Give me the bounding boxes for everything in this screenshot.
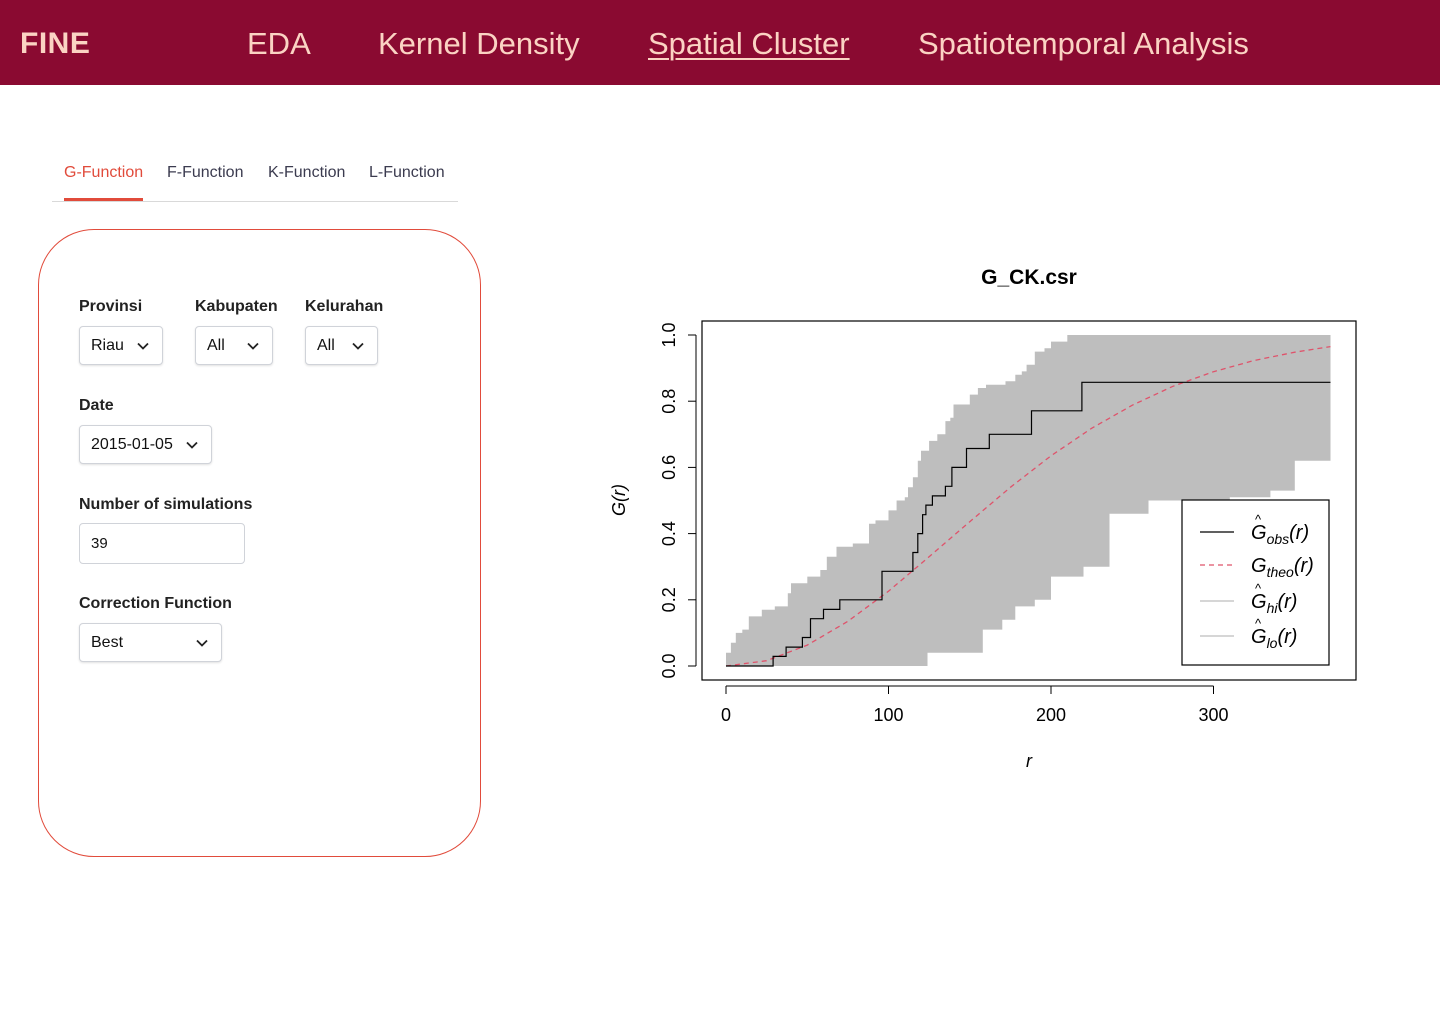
chevron-down-icon [137, 342, 149, 350]
simulations-input[interactable]: 39 [79, 523, 245, 564]
legend-label: Glo(r) [1251, 626, 1297, 651]
legend-label: Ghi(r) [1251, 591, 1297, 616]
provinsi-value: Riau [91, 337, 124, 354]
brand-logo[interactable]: FINE [20, 27, 91, 60]
legend-label: Gtheo(r) [1251, 555, 1314, 580]
simulations-label: Number of simulations [79, 496, 253, 513]
x-tick-label: 200 [1036, 705, 1066, 725]
nav-kernel-density[interactable]: Kernel Density [378, 26, 580, 61]
correction-value: Best [91, 634, 124, 651]
x-axis-label: r [1026, 751, 1033, 771]
function-tabs: G-Function F-Function K-Function L-Funct… [52, 152, 458, 202]
date-value: 2015-01-05 [91, 436, 173, 453]
correction-label: Correction Function [79, 595, 232, 612]
chart-legend [1181, 499, 1330, 666]
provinsi-label: Provinsi [79, 298, 143, 315]
tab-k-function[interactable]: K-Function [268, 164, 346, 181]
x-tick-label: 0 [721, 705, 731, 725]
chart-title: G_CK.csr [981, 266, 1077, 289]
kelurahan-value: All [317, 337, 335, 354]
nav-spatiotemporal-analysis[interactable]: Spatiotemporal Analysis [918, 26, 1249, 61]
chevron-down-icon [247, 342, 259, 350]
provinsi-select[interactable]: Riau [79, 326, 163, 365]
y-tick-label: 1.0 [659, 322, 679, 347]
legend-hat: ^ [1255, 512, 1262, 527]
date-select[interactable]: 2015-01-05 [79, 425, 212, 464]
nav-spatial-cluster[interactable]: Spatial Cluster [648, 26, 850, 61]
control-panel: Provinsi Riau Kabupaten All Kelurahan Al… [38, 229, 481, 857]
chevron-down-icon [352, 342, 364, 350]
y-tick-label: 0.0 [659, 653, 679, 678]
x-tick-label: 100 [873, 705, 903, 725]
kabupaten-select[interactable]: All [195, 326, 273, 365]
active-tab-indicator [64, 198, 143, 201]
series-line-gtheo [725, 345, 1331, 667]
y-axis-label: G(r) [609, 484, 629, 516]
plot-frame [701, 320, 1357, 681]
nav-eda[interactable]: EDA [247, 26, 311, 61]
y-tick-label: 0.4 [659, 521, 679, 546]
series-line-gobs [726, 381, 1331, 667]
legend-label: Gobs(r) [1251, 522, 1309, 547]
y-tick-label: 0.2 [659, 587, 679, 612]
correction-select[interactable]: Best [79, 623, 222, 662]
chevron-down-icon [186, 441, 198, 449]
x-tick-label: 300 [1198, 705, 1228, 725]
y-tick-label: 0.6 [659, 455, 679, 480]
envelope-band [726, 335, 1331, 666]
g-function-chart: G_CK.csr 0 100 200 300 0.0 0.2 0.4 0.6 0.8 1.0 r … [600, 250, 1380, 795]
y-tick-label: 0.8 [659, 389, 679, 414]
chevron-down-icon [196, 639, 208, 647]
kabupaten-value: All [207, 337, 225, 354]
legend-hat: ^ [1255, 581, 1262, 596]
kelurahan-label: Kelurahan [305, 298, 384, 315]
tab-f-function[interactable]: F-Function [167, 164, 244, 181]
kelurahan-select[interactable]: All [305, 326, 378, 365]
date-label: Date [79, 397, 114, 414]
legend-hat: ^ [1255, 616, 1262, 631]
kabupaten-label: Kabupaten [195, 298, 278, 315]
top-navbar: FINE EDA Kernel Density Spatial Cluster … [0, 0, 1440, 85]
tab-g-function[interactable]: G-Function [64, 164, 144, 181]
tab-l-function[interactable]: L-Function [369, 164, 445, 181]
